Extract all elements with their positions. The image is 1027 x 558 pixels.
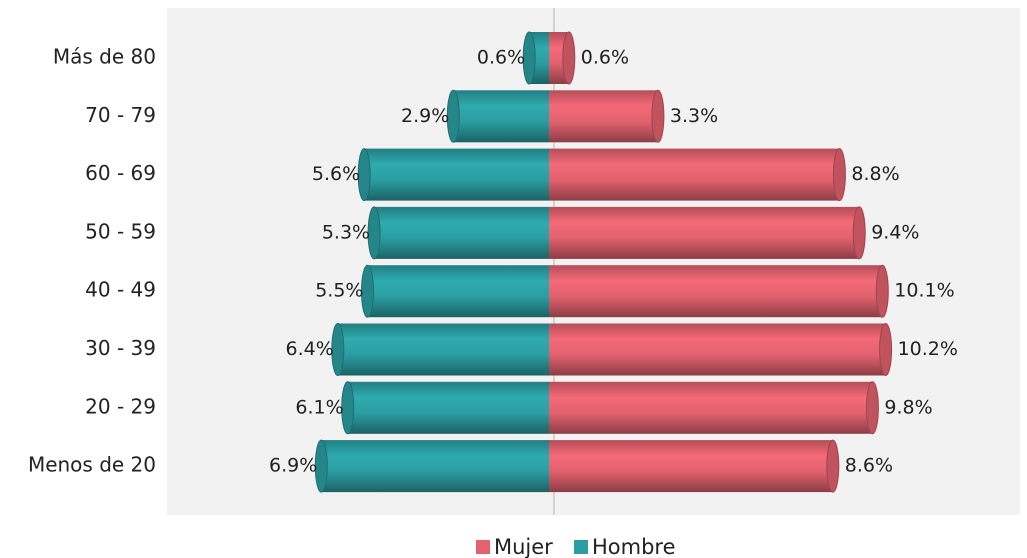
bar-cap [875,264,889,318]
bar-cap [522,31,536,85]
legend-label: Mujer [494,535,553,558]
data-label: 3.3% [670,105,718,127]
bar [549,206,860,259]
y-tick-label: Más de 80 [53,45,156,69]
data-label: 10.2% [898,338,958,360]
data-label: 8.6% [845,455,893,477]
bar-cap [852,206,866,260]
data-label: 9.4% [871,221,919,243]
y-tick-label: 30 - 39 [85,336,156,360]
bar-cap [832,148,846,202]
y-tick-label: 70 - 79 [85,103,156,127]
bar-cap [367,206,381,260]
y-tick-label: 20 - 29 [85,394,156,418]
data-label: 8.8% [851,163,899,185]
y-tick-label: 60 - 69 [85,161,156,185]
bar [364,148,549,201]
bar [549,440,833,493]
bar-cap [879,323,893,376]
data-label: 2.9% [401,105,449,127]
data-label: 5.6% [312,163,360,185]
data-label: 6.9% [269,455,317,477]
bar [549,381,873,434]
bar [549,148,840,201]
legend-swatch [574,540,588,554]
data-label: 0.6% [477,47,525,69]
data-label: 5.5% [315,280,363,302]
plot-background [167,8,1020,515]
data-label: 6.4% [286,338,334,360]
bar-cap [651,89,665,143]
bar-cap [361,264,374,318]
data-label: 5.3% [322,221,370,243]
data-label: 9.8% [884,396,932,418]
bar-cap [562,31,576,85]
legend-swatch [476,540,490,554]
bar-cap [341,381,355,435]
legend-label: Hombre [592,535,676,558]
bar-cap [865,381,879,435]
bar-cap [826,439,840,493]
bar [374,206,549,259]
bar-cap [331,323,345,376]
bar [367,265,549,318]
bar [321,440,549,493]
data-label: 10.1% [894,280,954,302]
y-tick-label: 50 - 59 [85,219,156,243]
bar [337,323,549,376]
y-tick-label: 40 - 49 [85,278,156,302]
bar [549,323,886,376]
bar [549,90,658,143]
y-tick-label: Menos de 20 [28,453,156,477]
bar [347,381,549,434]
bar [549,265,883,318]
bar [453,90,549,143]
bar-cap [314,439,328,493]
bar-cap [357,148,371,202]
bar-cap [446,89,460,143]
data-label: 0.6% [581,47,629,69]
data-label: 6.1% [295,396,343,418]
